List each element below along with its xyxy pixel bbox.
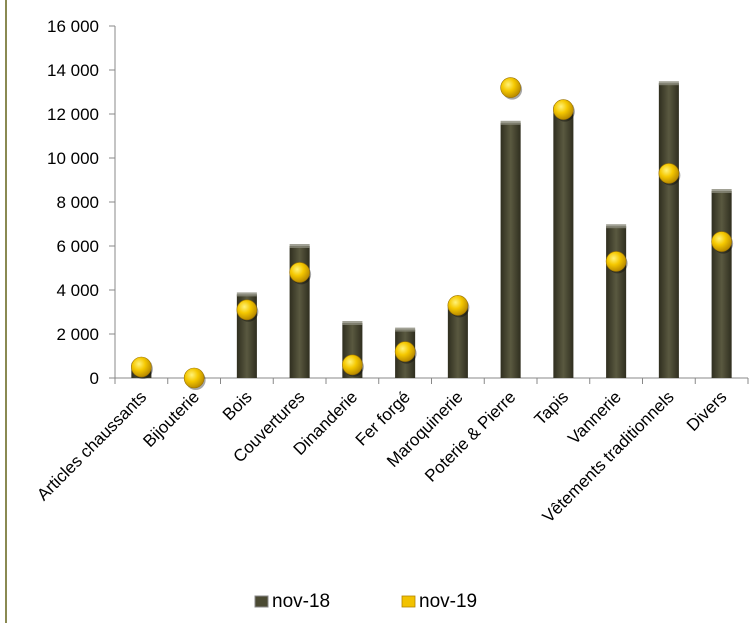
y-tick-label: 6 000 xyxy=(56,237,99,256)
x-category-label: Bois xyxy=(219,387,256,424)
x-category-label: Articles chaussants xyxy=(33,387,150,504)
bar-nov-18-10 xyxy=(658,83,679,378)
bar-nov-18-7 xyxy=(500,122,521,378)
bar-cap-5 xyxy=(395,327,416,332)
legend-swatch-nov-19 xyxy=(401,595,416,608)
y-tick-label: 4 000 xyxy=(56,281,99,300)
marker-nov-19-4 xyxy=(342,354,363,376)
marker-nov-19-3 xyxy=(289,262,310,283)
bar-cap-7 xyxy=(500,120,521,125)
bar-cap-10 xyxy=(658,81,679,86)
y-tick-label: 8 000 xyxy=(56,193,99,212)
y-tick-label: 16 000 xyxy=(47,17,99,36)
marker-nov-19-6 xyxy=(447,295,469,316)
y-tick-label: 10 000 xyxy=(47,149,99,168)
marker-nov-19-5 xyxy=(394,341,416,362)
marker-nov-19-9 xyxy=(605,251,627,272)
marker-nov-19-0 xyxy=(131,356,152,378)
y-tick-label: 0 xyxy=(90,369,99,388)
marker-nov-19-7 xyxy=(500,77,521,98)
frame-border xyxy=(5,0,7,623)
bar-cap-9 xyxy=(606,224,627,229)
legend-label-nov-18: nov-18 xyxy=(272,591,330,612)
y-tick-label: 12 000 xyxy=(47,105,99,124)
bar-cap-3 xyxy=(289,244,310,248)
bar-cap-2 xyxy=(236,292,257,297)
y-tick-label: 2 000 xyxy=(56,325,99,344)
legend-label-nov-19: nov-19 xyxy=(419,591,477,612)
x-category-label: Divers xyxy=(683,387,730,434)
bar-nov-18-11 xyxy=(711,191,732,378)
marker-nov-19-8 xyxy=(553,99,574,120)
x-category-label: Poterie & Pierre xyxy=(421,387,519,485)
marker-nov-19-1 xyxy=(183,367,205,389)
bar-nov-18-9 xyxy=(606,226,627,378)
bar-nov-18-6 xyxy=(447,307,468,378)
x-category-label: Bijouterie xyxy=(139,387,203,451)
marker-nov-19-11 xyxy=(711,231,732,252)
y-tick-label: 14 000 xyxy=(47,61,99,80)
marker-nov-19-10 xyxy=(658,163,680,184)
marker-nov-19-2 xyxy=(236,299,258,321)
bar-cap-11 xyxy=(711,189,732,193)
bar-cap-4 xyxy=(342,321,363,325)
x-category-label: Tapis xyxy=(531,387,572,428)
legend-swatch-nov-18 xyxy=(254,595,269,608)
bar-nov-18-8 xyxy=(553,107,574,379)
